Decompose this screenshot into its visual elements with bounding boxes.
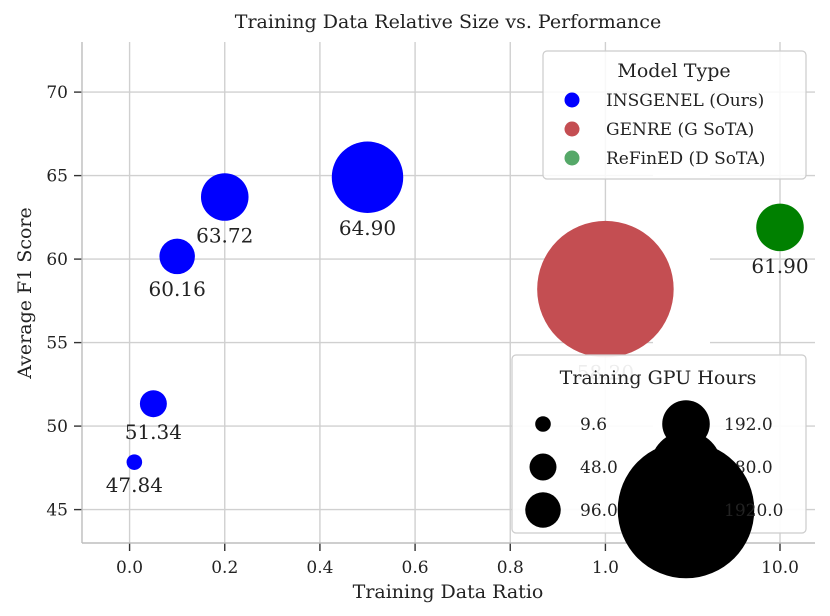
legend-size-marker [617,441,755,579]
legend-size-marker [535,416,551,432]
data-point [537,220,674,358]
legend-label: 192.0 [724,415,773,435]
data-point [331,141,404,213]
data-point [756,203,804,252]
legend-label: ReFinED (D SoTA) [606,149,765,169]
legend-label: 48.0 [580,458,618,478]
x-tick-label: 0.2 [211,558,238,578]
y-tick-label: 60 [46,250,68,270]
legend-marker [564,150,580,166]
data-label: 64.90 [339,216,396,240]
legend-gpu-hours: Training GPU Hours9.648.096.0192.0480.01… [511,354,807,579]
x-tick-label: 0.8 [497,558,524,578]
legend-label: 9.6 [580,415,607,435]
chart-title: Training Data Relative Size vs. Performa… [235,11,661,33]
data-label: 60.16 [149,277,206,301]
y-tick-label: 55 [46,334,68,354]
x-tick-label: 1.0 [592,558,619,578]
data-label: 47.84 [106,473,163,497]
x-tick-label: 0.6 [402,558,429,578]
axes: 45 50 55 60 65 70 0.0 0.2 0.4 0.6 0.8 1.0 10.0 [46,42,815,578]
y-tick-label: 50 [46,417,68,437]
y-tick-label: 45 [46,501,68,521]
y-tick-label: 65 [46,167,68,187]
legend-label: GENRE (G SoTA) [606,120,754,140]
data-point [139,390,167,418]
legend-label: 1920.0 [724,501,783,521]
legend-model-type: Model Type INSGENEL (Ours) GENRE (G SoTA) R… [542,50,807,180]
y-axis-label: Average F1 Score [14,207,36,380]
legend-size-marker [529,453,557,481]
data-label: 61.90 [751,254,808,278]
legend-frame [542,50,807,180]
legend-label: 96.0 [580,501,618,521]
x-tick-label: 0.0 [116,558,143,578]
x-axis-label: Training Data Ratio [353,581,544,603]
x-tick-label: 0.4 [306,558,333,578]
data-point [126,454,143,470]
data-label: 63.72 [196,224,253,248]
y-tick-label: 70 [46,83,68,103]
legend-marker [564,121,580,137]
data-point [159,238,195,275]
legend-label: INSGENEL (Ours) [606,91,764,111]
data-point [200,173,249,221]
legend-marker [564,92,580,108]
legend-size-marker [525,492,561,528]
x-tick-label: 10.0 [761,558,799,578]
data-points [126,141,804,470]
data-label: 51.34 [125,420,182,444]
legend-title: Training GPU Hours [560,367,757,389]
legend-title: Model Type [617,60,730,82]
